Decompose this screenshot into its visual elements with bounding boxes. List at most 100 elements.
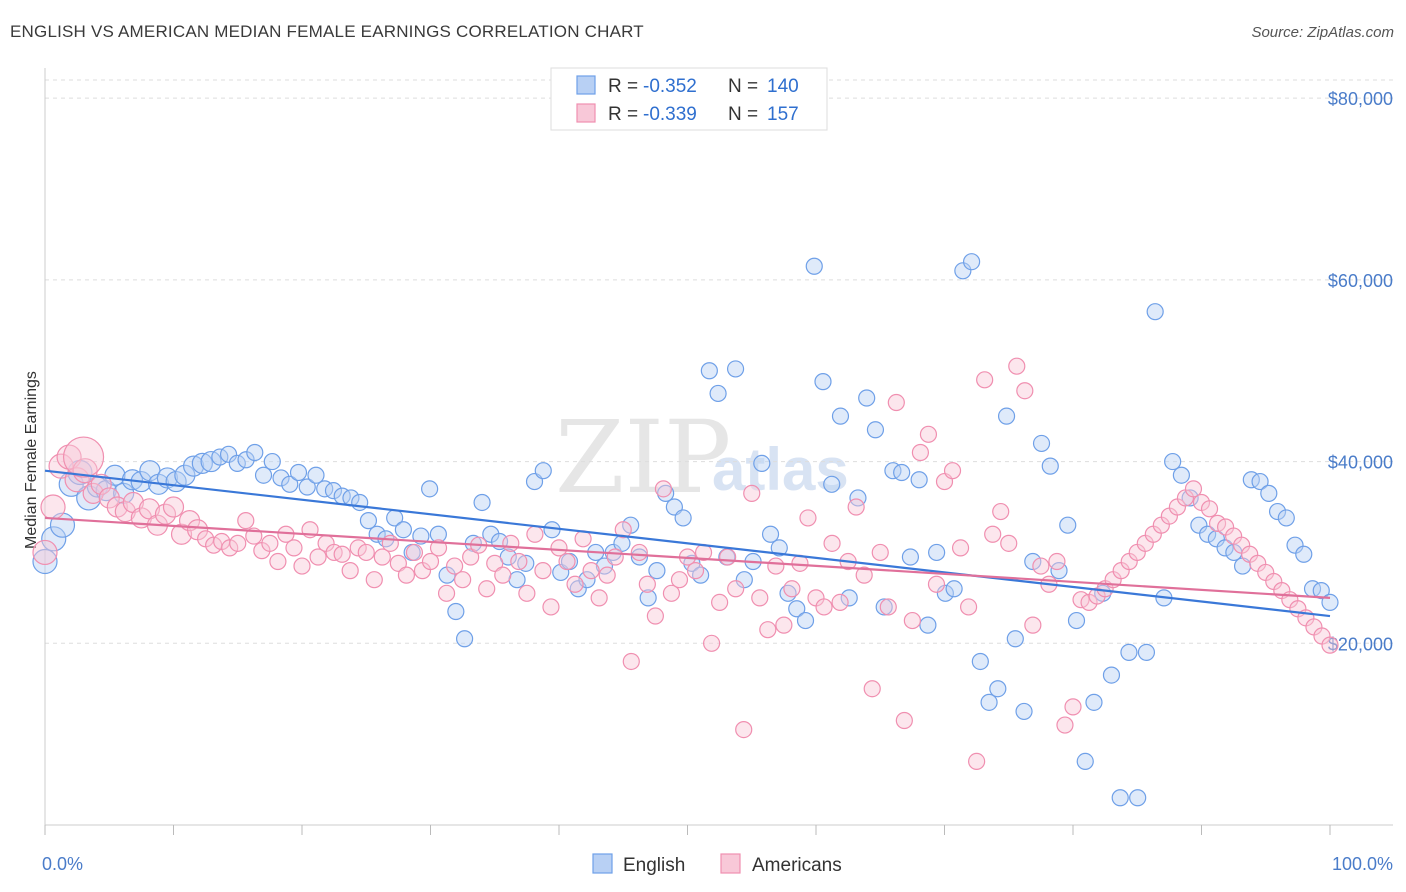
data-point (41, 526, 67, 552)
legend-n-label-english: N = (728, 76, 758, 97)
y-tick-labels: $20,000 $40,000 $60,000 $80,000 (1328, 89, 1393, 654)
data-point (753, 454, 771, 473)
data-point (1312, 581, 1330, 600)
data-point (324, 482, 343, 500)
watermark-zip: ZIP (555, 399, 731, 516)
trend-line-americans (44, 516, 1331, 599)
data-point (228, 454, 246, 473)
x-tick-label-min: 0.0% (42, 854, 83, 874)
data-point (639, 589, 657, 607)
data-point (840, 589, 858, 607)
data-point (454, 571, 472, 589)
data-point (735, 721, 753, 739)
data-point (429, 539, 448, 557)
data-point (590, 589, 608, 607)
data-point (893, 463, 911, 482)
data-point (976, 371, 994, 389)
data-point (359, 512, 378, 530)
data-point (984, 525, 1002, 543)
legend-bottom-label-english: English (623, 855, 685, 876)
data-point (989, 680, 1007, 698)
data-point (1321, 636, 1339, 654)
data-point (32, 539, 58, 566)
data-point (962, 253, 981, 271)
data-point (910, 471, 928, 489)
legend-bottom-swatch-americans (720, 853, 741, 874)
data-point (980, 693, 998, 711)
legend-n-value-english: 140 (767, 76, 799, 97)
legend-bottom: English Americans (592, 853, 842, 876)
x-tick-label-max: 100.0% (1332, 854, 1393, 874)
data-point (657, 484, 675, 502)
data-point (1146, 303, 1164, 321)
data-point (263, 452, 281, 471)
series-english-points (32, 253, 1339, 807)
data-point (670, 571, 689, 589)
data-point (293, 557, 311, 575)
data-point (98, 487, 120, 509)
data-point (654, 480, 673, 498)
data-point (796, 611, 815, 630)
data-point (1216, 539, 1234, 557)
legend-n-label-americans: N = (728, 104, 758, 125)
data-point (333, 545, 351, 563)
data-point (246, 443, 264, 462)
data-point (298, 478, 316, 496)
data-point (389, 554, 407, 572)
chart-source: Source: ZipAtlas.com (1251, 24, 1394, 41)
data-point (735, 571, 753, 589)
data-point (598, 566, 616, 584)
legend-n-value-americans: 157 (767, 104, 799, 125)
data-point (82, 482, 104, 504)
data-point (1041, 457, 1059, 475)
data-point (805, 257, 823, 275)
legend-swatch-english (576, 75, 596, 95)
data-point (550, 539, 568, 557)
data-point (648, 562, 666, 580)
data-point (1032, 434, 1051, 453)
data-point (1277, 509, 1295, 527)
data-point (437, 584, 456, 602)
data-point (911, 443, 930, 462)
data-point (992, 502, 1010, 521)
data-point (114, 500, 136, 523)
data-point (558, 552, 576, 571)
data-point (1268, 502, 1287, 521)
data-point (341, 562, 359, 580)
legend-top-box (550, 67, 828, 131)
data-point (606, 548, 624, 566)
data-point (566, 575, 584, 593)
data-point (365, 571, 383, 589)
data-point (447, 602, 465, 621)
data-point (272, 469, 290, 487)
data-point (373, 548, 391, 566)
data-point (309, 548, 327, 566)
data-point (954, 262, 972, 280)
data-point (895, 711, 913, 730)
data-point (40, 494, 66, 520)
chart-title: ENGLISH VS AMERICAN MEDIAN FEMALE EARNIN… (10, 22, 644, 41)
data-point (1016, 382, 1034, 400)
data-point (1181, 489, 1199, 507)
y-tick-label: $20,000 (1328, 634, 1393, 654)
data-point (1015, 702, 1033, 721)
data-point (1111, 789, 1129, 807)
data-point (871, 543, 889, 562)
data-point (154, 503, 177, 525)
data-point (743, 484, 761, 502)
data-point (510, 552, 528, 571)
data-point (191, 452, 213, 475)
data-point (751, 589, 769, 607)
data-point (686, 562, 705, 580)
data-point (831, 407, 850, 425)
data-point (237, 512, 255, 530)
data-point (170, 523, 193, 545)
data-point (1184, 480, 1203, 498)
data-point (919, 425, 938, 443)
data-point (887, 393, 905, 412)
watermark-atlas: atlas (712, 436, 849, 503)
data-point (229, 534, 247, 552)
data-point (455, 630, 474, 648)
data-point (421, 480, 439, 498)
